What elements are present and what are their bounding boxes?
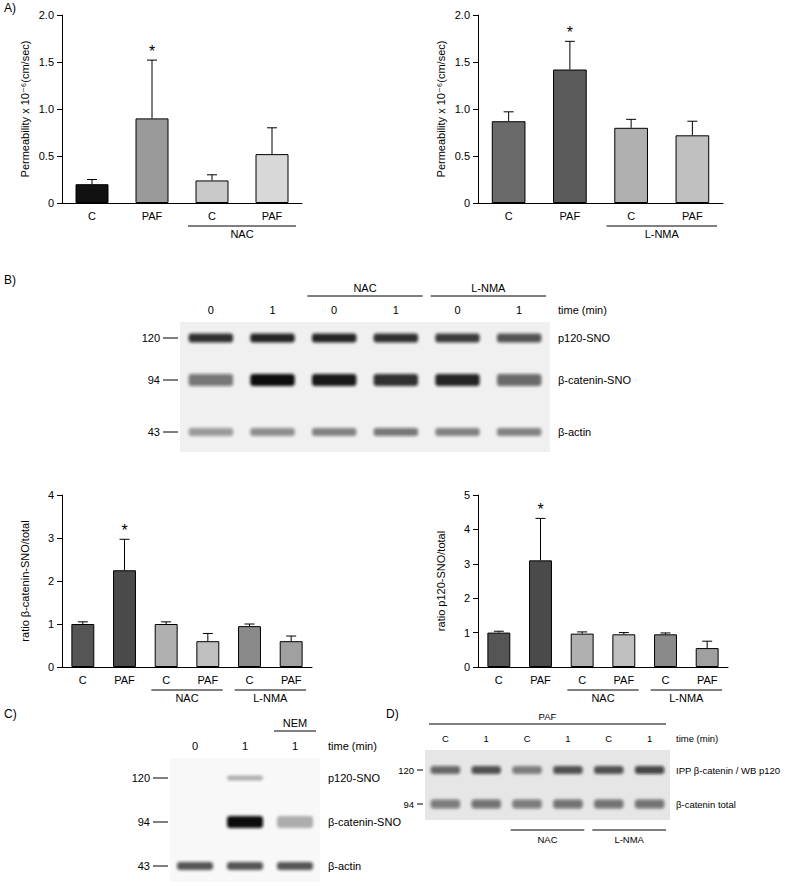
svg-text:*: *	[149, 43, 155, 60]
svg-text:4: 4	[48, 489, 54, 501]
svg-text:β-catenin total: β-catenin total	[676, 799, 736, 810]
svg-text:PAF: PAF	[539, 711, 557, 722]
svg-text:C: C	[208, 210, 216, 222]
svg-text:PAF: PAF	[697, 674, 718, 686]
svg-text:PAF: PAF	[114, 674, 135, 686]
svg-text:120: 120	[398, 765, 414, 776]
svg-text:β-catenin-SNO: β-catenin-SNO	[328, 816, 401, 828]
svg-text:1: 1	[464, 627, 470, 639]
svg-text:4: 4	[464, 523, 470, 535]
svg-text:1.0: 1.0	[39, 103, 54, 115]
svg-text:0: 0	[48, 197, 54, 209]
svg-text:*: *	[121, 522, 127, 539]
svg-text:C: C	[662, 674, 670, 686]
svg-text:time (min): time (min)	[558, 304, 607, 316]
svg-text:0: 0	[464, 197, 470, 209]
svg-text:PAF: PAF	[530, 674, 551, 686]
svg-text:94: 94	[148, 374, 160, 386]
svg-text:C: C	[524, 733, 531, 744]
svg-text:L-NMA: L-NMA	[253, 692, 288, 704]
svg-text:D): D)	[386, 707, 399, 721]
svg-text:C: C	[605, 733, 612, 744]
svg-text:C: C	[627, 210, 635, 222]
svg-text:PAF: PAF	[281, 674, 302, 686]
svg-text:0: 0	[454, 304, 460, 316]
svg-text:C): C)	[4, 707, 17, 721]
svg-text:94: 94	[138, 816, 150, 828]
svg-text:2: 2	[48, 575, 54, 587]
svg-text:C: C	[442, 733, 449, 744]
svg-text:time (min): time (min)	[328, 740, 377, 752]
svg-text:β-catenin-SNO: β-catenin-SNO	[558, 374, 631, 386]
svg-text:2.0: 2.0	[455, 9, 470, 21]
svg-text:C: C	[505, 210, 513, 222]
svg-text:1: 1	[565, 733, 570, 744]
svg-text:1: 1	[242, 740, 248, 752]
svg-text:1: 1	[48, 618, 54, 630]
svg-text:1: 1	[516, 304, 522, 316]
svg-text:1: 1	[269, 304, 275, 316]
svg-text:3: 3	[464, 558, 470, 570]
svg-text:*: *	[567, 24, 573, 41]
svg-text:Permeability x 10⁻⁶(cm/sec): Permeability x 10⁻⁶(cm/sec)	[19, 41, 31, 178]
svg-text:L-NMA: L-NMA	[669, 692, 704, 704]
svg-text:1: 1	[393, 304, 399, 316]
svg-text:NAC: NAC	[537, 834, 557, 845]
svg-text:β-actin: β-actin	[558, 426, 591, 438]
svg-text:0: 0	[331, 304, 337, 316]
svg-text:NAC: NAC	[591, 692, 614, 704]
svg-text:PAF: PAF	[560, 210, 581, 222]
svg-text:43: 43	[148, 426, 160, 438]
svg-text:C: C	[79, 674, 87, 686]
svg-text:1.5: 1.5	[39, 56, 54, 68]
svg-text:p120-SNO: p120-SNO	[558, 332, 610, 344]
svg-text:C: C	[88, 210, 96, 222]
svg-text:time (min): time (min)	[676, 733, 718, 744]
svg-text:L-NMA: L-NMA	[614, 834, 644, 845]
svg-text:1: 1	[484, 733, 489, 744]
svg-text:PAF: PAF	[614, 674, 635, 686]
svg-text:NAC: NAC	[175, 692, 198, 704]
svg-text:0: 0	[464, 661, 470, 673]
svg-text:NAC: NAC	[230, 228, 253, 240]
svg-text:94: 94	[403, 799, 414, 810]
svg-text:*: *	[537, 501, 543, 518]
svg-text:C: C	[162, 674, 170, 686]
svg-text:C: C	[246, 674, 254, 686]
svg-text:2: 2	[464, 592, 470, 604]
svg-text:PAF: PAF	[682, 210, 703, 222]
svg-text:0: 0	[48, 661, 54, 673]
svg-text:C: C	[578, 674, 586, 686]
svg-text:IPP β-catenin / WB p120: IPP β-catenin / WB p120	[676, 765, 780, 776]
svg-text:0: 0	[208, 304, 214, 316]
svg-text:NAC: NAC	[353, 282, 376, 294]
svg-text:2.0: 2.0	[39, 9, 54, 21]
svg-text:1.0: 1.0	[455, 103, 470, 115]
svg-text:B): B)	[4, 273, 16, 287]
svg-text:L-NMA: L-NMA	[471, 282, 506, 294]
svg-text:L-NMA: L-NMA	[645, 228, 680, 240]
svg-text:p120-SNO: p120-SNO	[328, 772, 380, 784]
svg-text:0.5: 0.5	[455, 150, 470, 162]
svg-text:PAF: PAF	[142, 210, 163, 222]
svg-text:5: 5	[464, 489, 470, 501]
svg-text:ratio p120-SNO/total: ratio p120-SNO/total	[435, 531, 447, 631]
svg-text:120: 120	[142, 332, 160, 344]
svg-text:1.5: 1.5	[455, 56, 470, 68]
svg-text:PAF: PAF	[262, 210, 283, 222]
svg-text:C: C	[495, 674, 503, 686]
svg-text:43: 43	[138, 860, 150, 872]
svg-text:NEM: NEM	[283, 717, 307, 729]
svg-text:0.5: 0.5	[39, 150, 54, 162]
svg-text:120: 120	[132, 772, 150, 784]
svg-text:β-actin: β-actin	[328, 860, 361, 872]
svg-text:1: 1	[292, 740, 298, 752]
svg-text:0: 0	[192, 740, 198, 752]
svg-text:Permeability x 10⁻⁶(cm/sec): Permeability x 10⁻⁶(cm/sec)	[435, 41, 447, 178]
svg-text:A): A)	[4, 1, 16, 15]
svg-text:PAF: PAF	[198, 674, 219, 686]
svg-text:ratio β-catenin-SNO/total: ratio β-catenin-SNO/total	[19, 520, 31, 641]
svg-text:1: 1	[647, 733, 652, 744]
svg-text:3: 3	[48, 532, 54, 544]
